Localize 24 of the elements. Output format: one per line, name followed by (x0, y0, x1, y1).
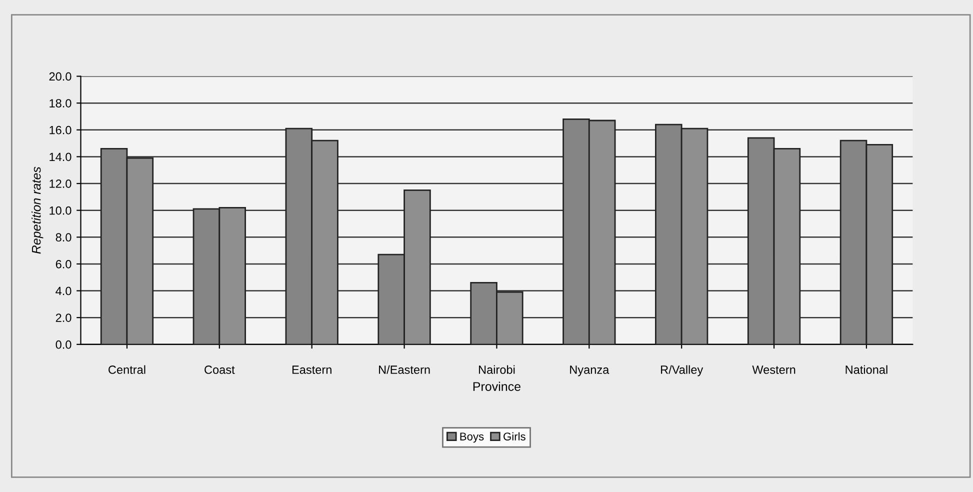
legend-label: Girls (504, 432, 526, 440)
y-tick-label: 8.0 (56, 233, 72, 242)
y-tick-label: 12.0 (50, 180, 72, 188)
x-tick-label: Eastern (292, 366, 332, 374)
y-tick-label: 16.0 (50, 126, 72, 134)
x-tick-label: R/Valley (661, 365, 704, 376)
x-tick-label: N/Eastern (379, 365, 430, 374)
x-tick-label: Western (752, 366, 796, 374)
y-tick-label: 0.0 (56, 340, 72, 349)
x-tick-label: National (846, 365, 888, 374)
legend-label: Boys (460, 432, 484, 443)
y-axis-title: Repetition rates (32, 166, 44, 254)
y-tick-label: 18.0 (50, 99, 72, 108)
x-tick-label: Coast (204, 366, 235, 374)
y-tick-label: 4.0 (56, 286, 72, 296)
x-tick-label: Nyanza (570, 366, 610, 376)
x-tick-label: Central (108, 365, 146, 374)
x-axis-title: Province (473, 382, 520, 391)
y-tick-label: 20.0 (49, 72, 72, 81)
y-tick-label: 6.0 (56, 260, 72, 268)
y-tick-label: 10.0 (50, 206, 72, 215)
y-tick-label: 2.0 (56, 314, 72, 322)
x-tick-label: Nairobi (478, 365, 515, 374)
y-tick-label: 14.0 (50, 152, 72, 162)
